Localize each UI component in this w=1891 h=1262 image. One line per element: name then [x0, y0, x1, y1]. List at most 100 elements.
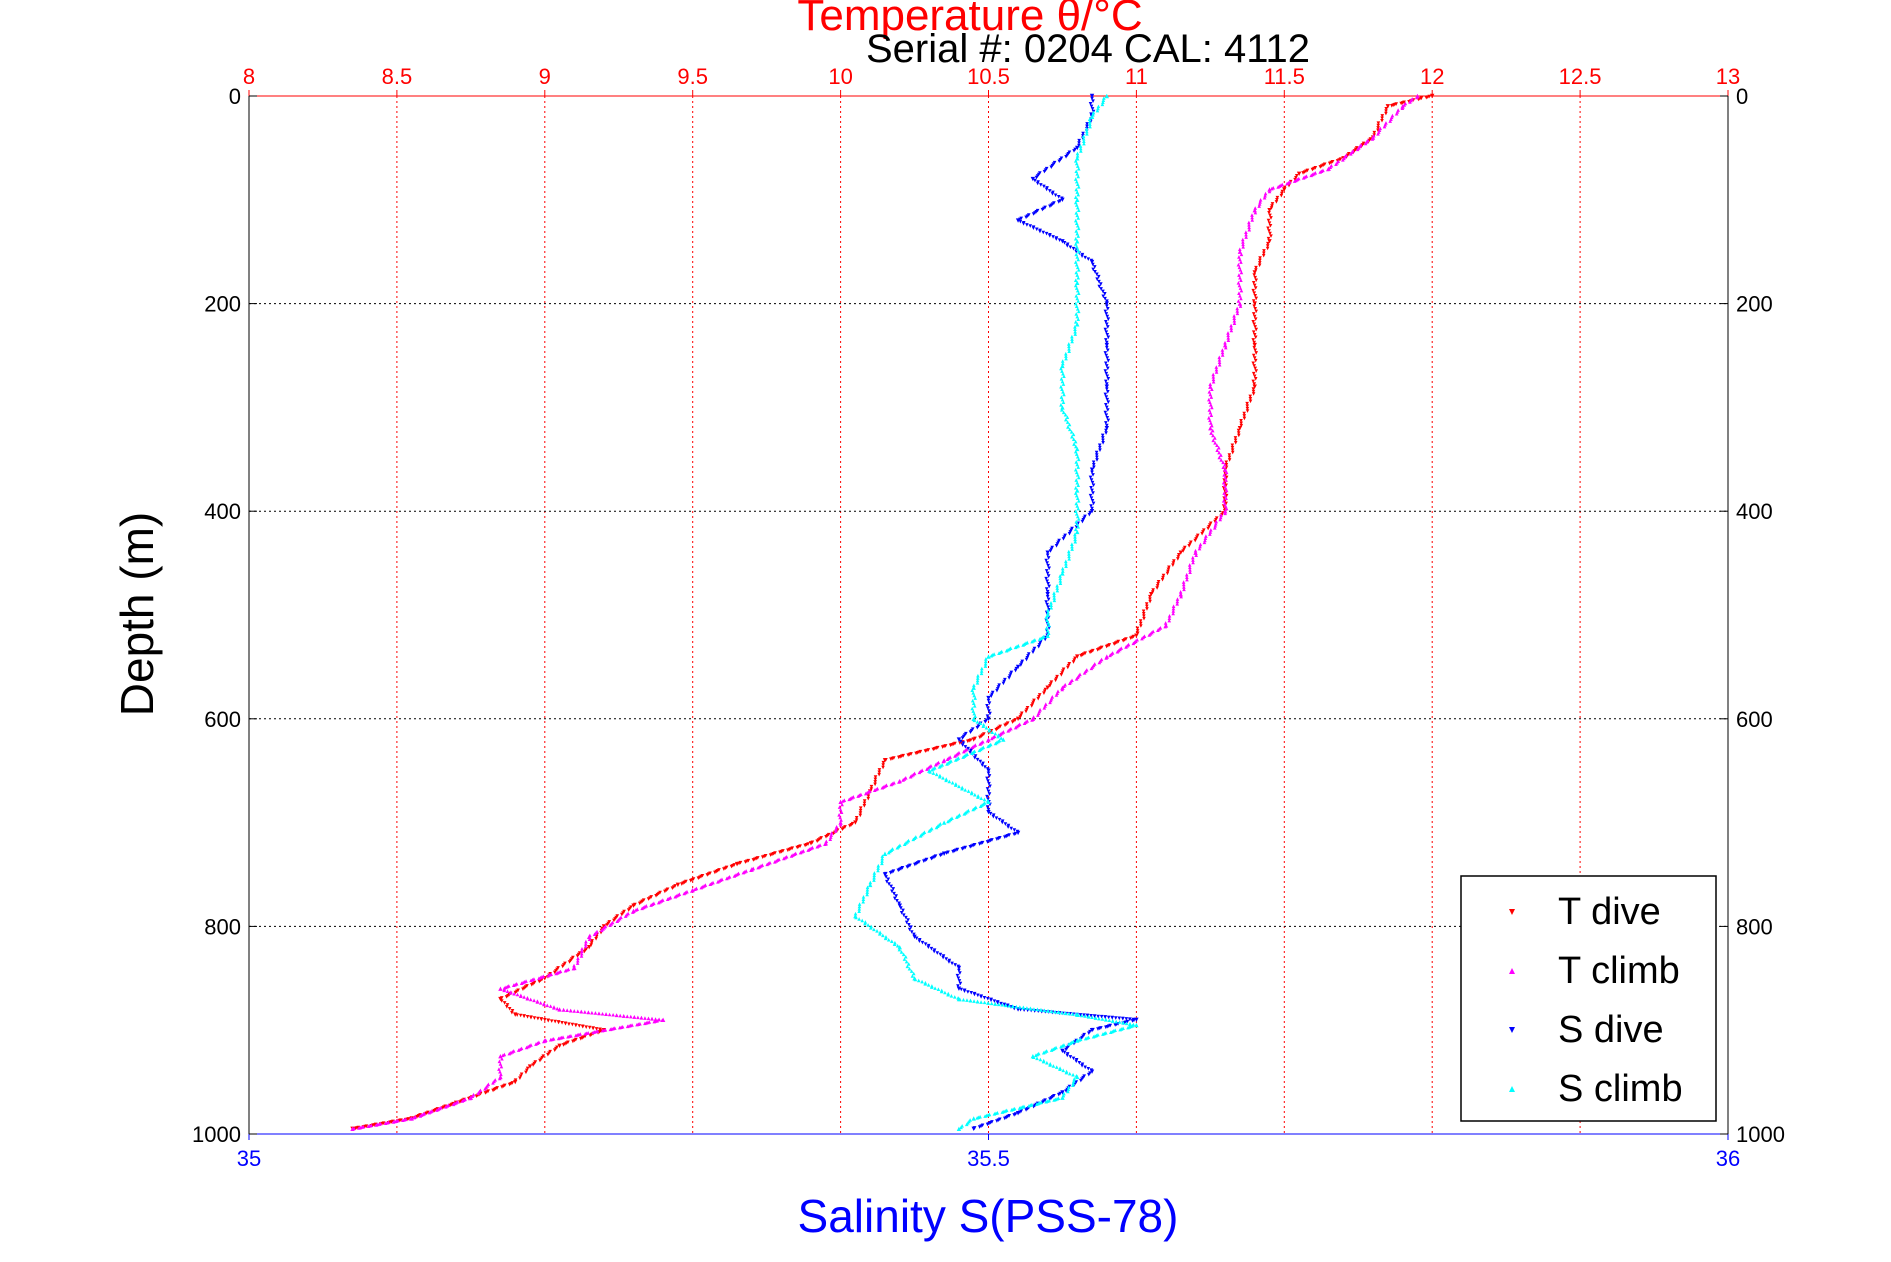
trail-marker [910, 974, 915, 978]
trail-marker [1002, 679, 1006, 684]
trail-marker [1046, 1009, 1050, 1013]
trail-marker [1076, 257, 1081, 262]
trail-marker [1079, 149, 1083, 153]
trail-marker [539, 1017, 544, 1022]
trail-marker [435, 1108, 439, 1112]
data-point [1015, 218, 1021, 223]
trail-marker [962, 812, 967, 816]
trail-marker [1040, 207, 1045, 212]
trail-marker [1041, 1050, 1046, 1055]
trail-marker [1092, 465, 1096, 470]
trail-marker [1209, 395, 1214, 399]
trail-marker [1233, 438, 1238, 443]
trail-marker [594, 937, 598, 941]
trail-marker [1095, 277, 1099, 281]
trail-marker [1108, 653, 1112, 658]
trail-marker [981, 761, 985, 766]
trail-marker [892, 942, 897, 946]
trail-marker [1089, 504, 1093, 508]
trail-marker [1055, 583, 1059, 588]
trail-marker [1254, 265, 1258, 270]
trail-marker [491, 1088, 495, 1093]
trail-marker [1309, 173, 1314, 178]
trail-marker [1085, 122, 1089, 126]
trail-marker [1091, 473, 1095, 477]
trail-marker [512, 991, 516, 996]
trail-marker [756, 865, 760, 870]
trail-marker [1044, 615, 1048, 620]
trail-marker [1214, 365, 1219, 369]
trail-marker [890, 939, 894, 944]
trail-marker [1072, 1077, 1077, 1081]
trail-marker [1181, 582, 1186, 587]
trail-marker [1106, 325, 1110, 329]
trail-marker [1096, 1027, 1100, 1031]
trail-marker [1232, 321, 1237, 325]
trail-marker [1009, 670, 1014, 675]
trail-marker [858, 806, 863, 811]
trail-marker [1148, 594, 1152, 599]
trail-marker [1075, 480, 1080, 485]
trail-marker [1064, 559, 1068, 564]
trail-marker [1075, 190, 1080, 194]
data-point [1089, 93, 1095, 99]
trail-marker [1073, 329, 1077, 334]
trail-marker [1100, 102, 1105, 107]
trail-marker [961, 997, 966, 1002]
trail-marker [861, 897, 866, 902]
trail-marker [956, 984, 960, 988]
trail-marker [803, 843, 807, 848]
trail-marker [1075, 172, 1080, 176]
trail-marker [1106, 335, 1111, 340]
trail-marker [1241, 242, 1245, 247]
trail-marker [1252, 304, 1257, 308]
trail-marker [950, 961, 954, 966]
trail-marker [427, 1110, 432, 1115]
series-layer [350, 93, 1435, 1132]
trail-marker [1211, 379, 1216, 384]
trail-marker [418, 1114, 423, 1118]
trail-marker [1073, 535, 1077, 539]
data-point [882, 758, 888, 763]
trail-marker [543, 1018, 547, 1022]
trail-marker [1044, 558, 1048, 563]
trail-marker [1047, 234, 1052, 238]
trail-marker [904, 915, 908, 920]
trail-marker [865, 892, 869, 897]
trail-marker [1211, 433, 1215, 438]
legend-label: T climb [1558, 950, 1680, 992]
trail-marker [985, 840, 990, 844]
trail-marker [1226, 331, 1230, 335]
trail-marker [857, 904, 862, 909]
trail-marker [975, 1116, 979, 1120]
trail-marker [1222, 483, 1227, 488]
trail-marker [872, 878, 876, 882]
trail-marker [1105, 340, 1109, 345]
trail-marker [1063, 412, 1068, 417]
trail-marker [1085, 124, 1089, 129]
trail-marker [1253, 317, 1258, 321]
trail-marker [1058, 1067, 1062, 1072]
trail-marker [1075, 213, 1080, 218]
trail-marker [1042, 706, 1047, 710]
trail-marker [1245, 406, 1250, 411]
trail-marker [590, 1010, 594, 1015]
trail-marker [1224, 460, 1229, 465]
trail-marker [873, 775, 878, 779]
trail-marker [1044, 231, 1049, 236]
trail-marker [575, 1009, 580, 1014]
trail-marker [1074, 252, 1079, 257]
trail-marker [958, 997, 962, 1002]
trail-marker [1089, 496, 1094, 501]
trail-marker [1210, 423, 1214, 428]
trail-marker [1105, 314, 1110, 319]
trail-marker [1106, 408, 1110, 412]
data-point [1267, 187, 1272, 192]
trail-marker [1076, 483, 1081, 488]
trail-marker [1100, 1017, 1105, 1021]
trail-marker [1077, 138, 1081, 143]
trail-marker [1074, 229, 1079, 233]
trail-marker [833, 829, 838, 833]
trail-marker [1037, 695, 1041, 699]
trail-marker [957, 968, 961, 973]
